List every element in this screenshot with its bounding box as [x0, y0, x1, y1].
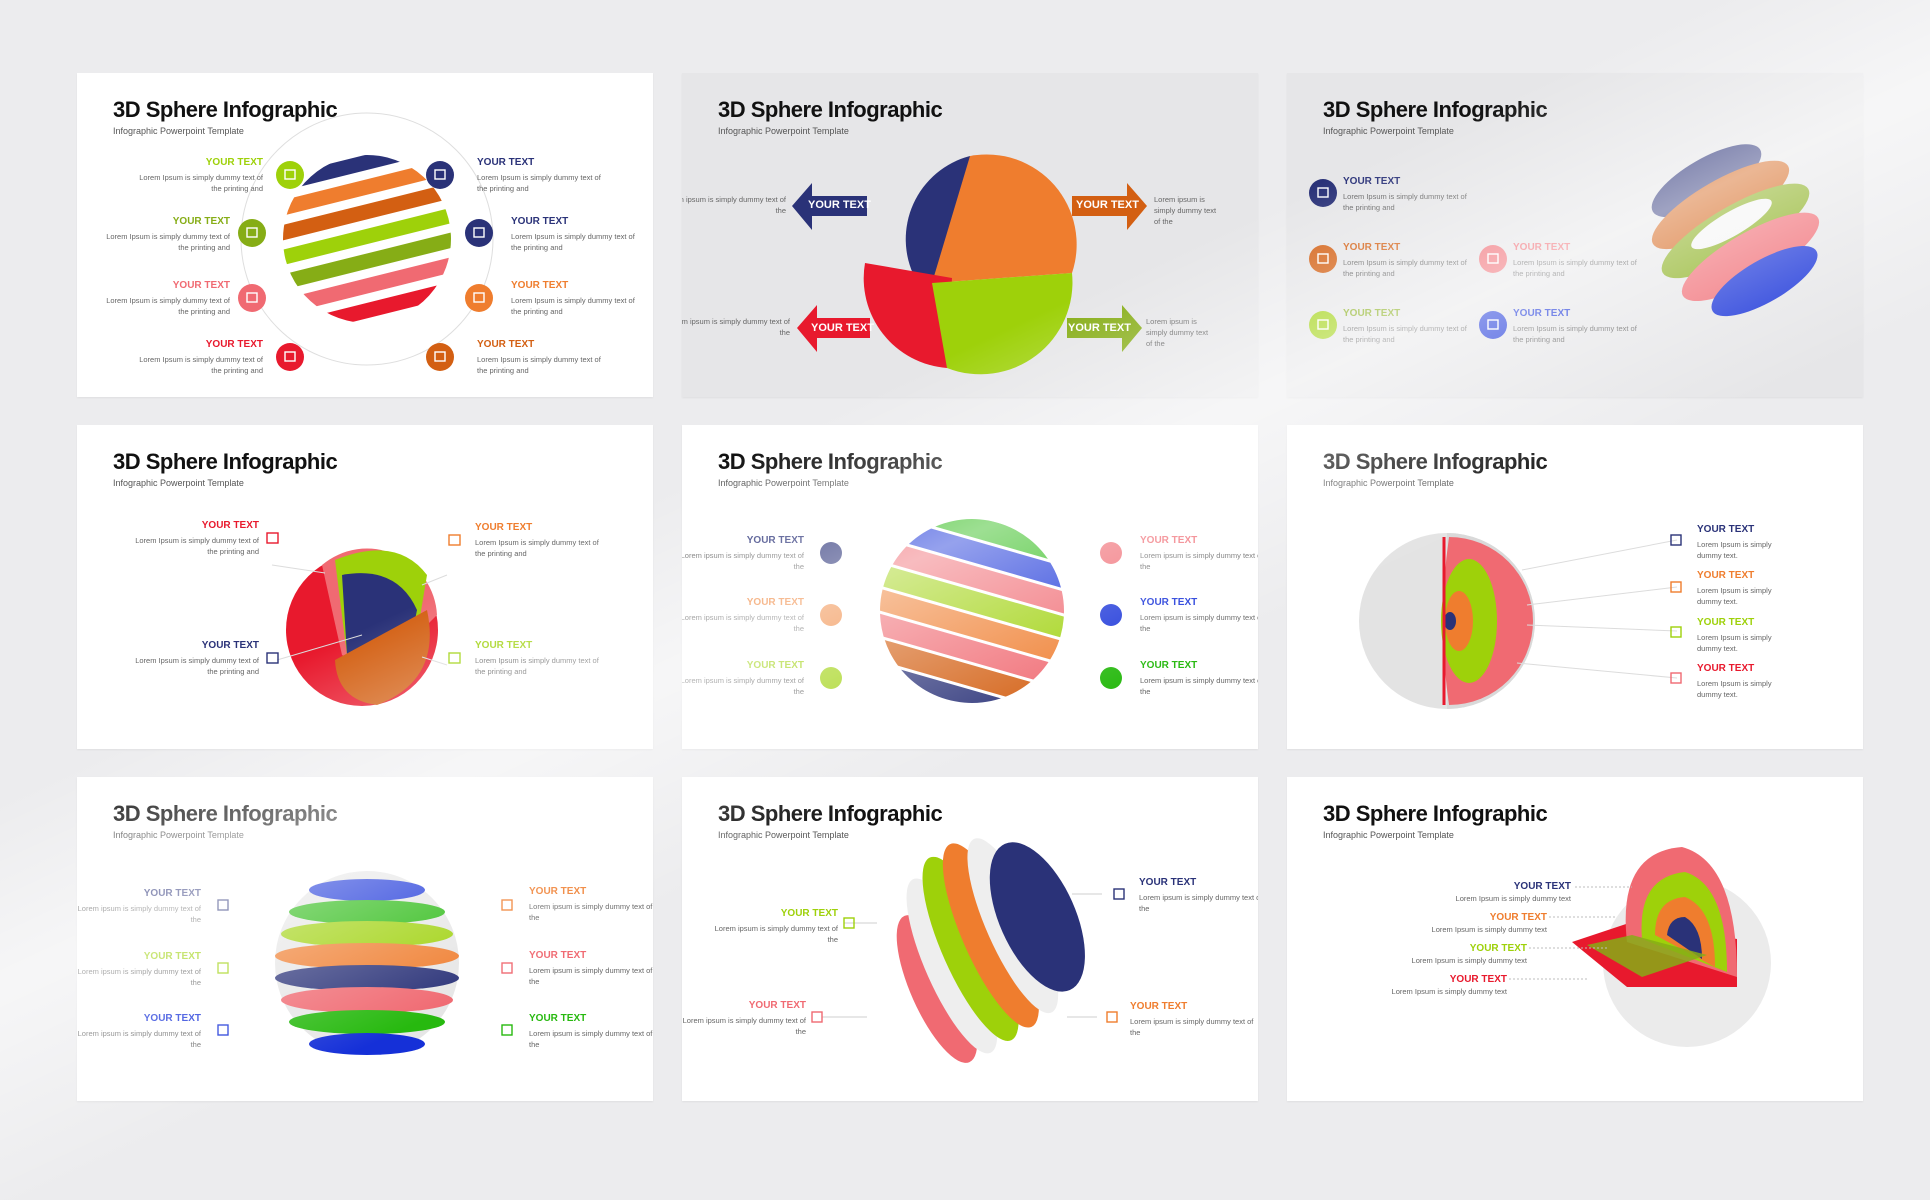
label-3: YOUR TEXT Lorem ipsum is simply dummy tex…	[1139, 877, 1258, 913]
chart-icon	[238, 284, 266, 312]
label-3: YOUR TEXT Lorem Ipsum is simply dummy tex…	[135, 640, 259, 676]
document-icon	[1309, 179, 1337, 207]
label-3: YOUR TEXT Lorem ipsum is simply dummy tex…	[77, 1013, 201, 1049]
hand-icon	[1100, 542, 1122, 564]
label-left-4: YOUR TEXT Lorem Ipsum is simply dummy tex…	[139, 339, 263, 375]
label-right-1: YOUR TEXT Lorem Ipsum is simply dummy tex…	[477, 157, 601, 193]
disc-sphere-graphic	[217, 871, 513, 1055]
slide-8[interactable]: 3D Sphere Infographic Infographic Powerp…	[682, 777, 1258, 1101]
label-1: YOUR TEXT Lorem ipsum is simply dummy tex…	[682, 535, 804, 571]
label-2: YOUR TEXT Lorem ipsum is simply dummy tex…	[682, 1000, 806, 1036]
chart-icon	[820, 667, 842, 689]
slide-3[interactable]: 3D Sphere Infographic Infographic Powerp…	[1287, 73, 1863, 397]
label-1: YOUR TEXT Lorem Ipsum is simply dummy tex…	[1697, 524, 1772, 560]
label-1: YOUR TEXT Lorem ipsum is simply dummy tex…	[77, 888, 201, 924]
label-2: YOUR TEXT Lorem Ipsum is simply dummy tex…	[1697, 570, 1772, 606]
label-5: YOUR TEXT Lorem ipsum is simply dummy tex…	[1140, 597, 1258, 633]
label-3: YOUR TEXT Lorem Ipsum is simply dummy tex…	[1697, 617, 1772, 653]
slide-9[interactable]: 3D Sphere Infographic Infographic Powerp…	[1287, 777, 1863, 1101]
label-4: YOUR TEXT Lorem ipsum is simply dummy tex…	[529, 886, 653, 922]
wedge-sphere-graphic	[1509, 847, 1771, 1047]
building-icon	[1113, 888, 1125, 900]
label-4: YOUR TEXT Lorem Ipsum is simply dummy tex…	[475, 640, 599, 676]
label-2: YOUR TEXT Lorem Ipsum is simply dummy tex…	[475, 522, 599, 558]
hand-icon	[465, 219, 493, 247]
label-3: YOUR TEXT Lorem Ipsum is simply dummy tex…	[1411, 943, 1527, 965]
document-icon	[811, 1011, 823, 1023]
hand-icon	[217, 899, 229, 911]
document-icon	[501, 899, 513, 911]
label-1: YOUR TEXT Lorem Ipsum is simply dummy tex…	[1455, 881, 1571, 903]
arrow-body-1: Lorem ipsum is simply dummy text of the	[682, 195, 786, 215]
label-1: YOUR TEXT Lorem Ipsum is simply dummy tex…	[135, 520, 259, 556]
label-2: YOUR TEXT Lorem Ipsum is simply dummy tex…	[1431, 912, 1547, 934]
label-1: YOUR TEXT Lorem ipsum is simply dummy tex…	[714, 908, 838, 944]
arrow-label-2: YOUR TEXT	[1076, 199, 1139, 211]
label-5: YOUR TEXT Lorem Ipsum is simply dummy tex…	[1513, 308, 1637, 344]
banded-sphere-graphic	[820, 497, 1122, 725]
office-icon	[1309, 245, 1337, 273]
chart-icon	[1106, 1011, 1118, 1023]
document-icon	[217, 962, 229, 974]
arrow-label-1: YOUR TEXT	[808, 199, 871, 211]
slide-4[interactable]: 3D Sphere Infographic Infographic Powerp…	[77, 425, 653, 749]
document-icon	[820, 604, 842, 626]
arrow-body-3: Lorem ipsum is simply dummy text of the	[682, 317, 790, 337]
building-icon	[465, 284, 493, 312]
label-2: YOUR TEXT Lorem Ipsum is simply dummy tex…	[1343, 242, 1467, 278]
label-4: YOUR TEXT Lorem Ipsum is simply dummy tex…	[1513, 242, 1637, 278]
arrow-label-3: YOUR TEXT	[811, 322, 874, 334]
label-right-4: YOUR TEXT Lorem Ipsum is simply dummy tex…	[477, 339, 601, 375]
slide-6[interactable]: 3D Sphere Infographic Infographic Powerp…	[1287, 425, 1863, 749]
label-4: YOUR TEXT Lorem Ipsum is simply dummy tex…	[1697, 663, 1772, 699]
slide-2[interactable]: 3D Sphere Infographic Infographic Powerp…	[682, 73, 1258, 397]
cutaway-sphere-graphic	[266, 532, 461, 706]
label-4: YOUR TEXT Lorem Ipsum is simply dummy tex…	[1391, 974, 1507, 996]
image-icon	[217, 1024, 229, 1036]
label-right-2: YOUR TEXT Lorem Ipsum is simply dummy tex…	[511, 216, 635, 252]
arrow-body-4: Lorem ipsum is simply dummy text of the	[1146, 317, 1209, 348]
ring-sphere-graphic	[1309, 144, 1820, 339]
label-2: YOUR TEXT Lorem ipsum is simply dummy tex…	[77, 951, 201, 987]
image-icon	[1479, 245, 1507, 273]
label-left-3: YOUR TEXT Lorem Ipsum is simply dummy tex…	[106, 280, 230, 316]
arrow-label-4: YOUR TEXT	[1068, 322, 1131, 334]
label-left-1: YOUR TEXT Lorem Ipsum is simply dummy tex…	[139, 157, 263, 193]
office-icon	[266, 652, 279, 664]
label-6: YOUR TEXT Lorem ipsum is simply dummy tex…	[529, 1013, 653, 1049]
monitor-icon	[501, 962, 513, 974]
monitor-icon	[1309, 311, 1337, 339]
label-4: YOUR TEXT Lorem ipsum is simply dummy tex…	[1130, 1001, 1254, 1037]
document-icon	[238, 219, 266, 247]
label-2: YOUR TEXT Lorem ipsum is simply dummy tex…	[682, 597, 804, 633]
building-icon	[1100, 604, 1122, 626]
image-icon	[1670, 626, 1682, 638]
hand-icon	[448, 534, 461, 546]
label-3: YOUR TEXT Lorem Ipsum is simply dummy tex…	[1343, 308, 1467, 344]
label-right-3: YOUR TEXT Lorem Ipsum is simply dummy tex…	[511, 280, 635, 316]
hand-icon	[1479, 311, 1507, 339]
building-icon	[266, 532, 279, 544]
slide-5[interactable]: 3D Sphere Infographic Infographic Powerp…	[682, 425, 1258, 749]
bank-icon	[426, 343, 454, 371]
slide-1[interactable]: 3D Sphere Infographic Infographic Powerp…	[77, 73, 653, 397]
office-icon	[276, 343, 304, 371]
label-1: YOUR TEXT Lorem Ipsum is simply dummy tex…	[1343, 176, 1467, 212]
label-3: YOUR TEXT Lorem ipsum is simply dummy tex…	[682, 660, 804, 696]
image-icon	[276, 161, 304, 189]
arrow-body-2: Lorem ipsum is simply dummy text of the	[1154, 195, 1217, 226]
label-5: YOUR TEXT Lorem ipsum is simply dummy tex…	[529, 950, 653, 986]
chart-icon	[501, 1024, 513, 1036]
hand-icon	[448, 652, 461, 664]
monitor-icon	[426, 161, 454, 189]
label-6: YOUR TEXT Lorem ipsum is simply dummy tex…	[1140, 660, 1258, 696]
label-left-2: YOUR TEXT Lorem Ipsum is simply dummy tex…	[106, 216, 230, 252]
slide-7[interactable]: 3D Sphere Infographic Infographic Powerp…	[77, 777, 653, 1101]
monitor-icon	[820, 542, 842, 564]
bank-icon	[1100, 667, 1122, 689]
label-4: YOUR TEXT Lorem ipsum is simply dummy tex…	[1140, 535, 1258, 571]
